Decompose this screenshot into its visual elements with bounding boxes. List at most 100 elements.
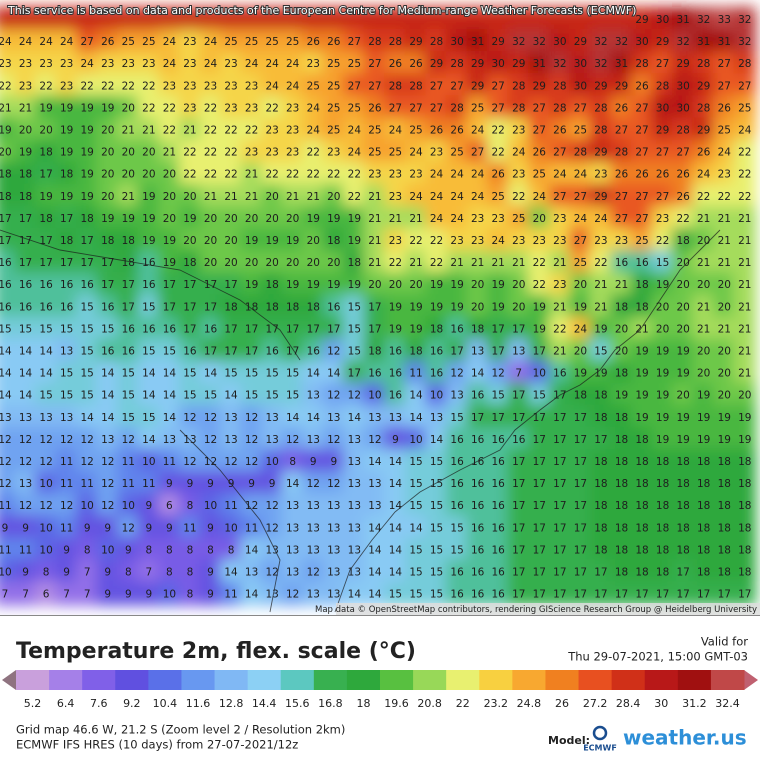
temperature-value: 31: [615, 58, 628, 70]
temperature-cell: [34, 29, 58, 54]
temperature-value: 27: [533, 125, 546, 137]
temperature-value: 9: [392, 434, 399, 446]
temperature-cell: [363, 250, 387, 275]
scale-tick-label: 6.4: [57, 697, 75, 710]
temperature-value: 15: [265, 368, 278, 380]
temperature-value: 24: [471, 169, 485, 181]
temperature-value: 10: [39, 544, 52, 556]
temperature-value: 20: [368, 279, 381, 291]
temperature-value: 18: [122, 235, 135, 247]
temperature-value: 20: [286, 257, 299, 269]
temperature-cell: [137, 29, 161, 54]
temperature-value: 16: [19, 301, 33, 313]
temperature-cell: [0, 559, 17, 584]
scale-swatch: [413, 670, 447, 690]
temperature-cell: [240, 515, 263, 540]
temperature-value: 25: [348, 102, 361, 114]
temperature-value: 14: [389, 500, 403, 512]
temperature-cell: [651, 426, 674, 451]
temperature-cell: [219, 117, 243, 142]
temperature-cell: [34, 537, 58, 562]
temperature-value: 8: [166, 567, 173, 579]
temperature-value: 32: [738, 14, 751, 26]
temperature-value: 15: [81, 323, 94, 335]
temperature-cell: [445, 139, 469, 164]
scale-swatch: [313, 670, 348, 690]
temperature-cell: [692, 95, 715, 120]
temperature-value: 28: [697, 102, 710, 114]
temperature-value: 20: [163, 213, 176, 225]
temperature-value: 7: [22, 589, 29, 601]
temperature-cell: [96, 537, 120, 562]
temperature-value: 17: [594, 589, 607, 601]
temperature-cell: [548, 559, 572, 584]
temperature-value: 16: [122, 346, 136, 358]
temperature-cell: [712, 515, 736, 540]
temperature-cell: [404, 73, 428, 98]
temperature-value: 31: [697, 36, 710, 48]
temperature-value: 23: [471, 213, 484, 225]
temperature-cell: [34, 404, 58, 429]
temperature-value: 12: [122, 522, 135, 534]
temperature-cell: [548, 448, 572, 474]
temperature-cell: [75, 581, 99, 606]
temperature-cell: [425, 161, 448, 186]
temperature-cell: [158, 360, 181, 385]
temperature-value: 28: [512, 102, 525, 114]
temperature-value: 29: [594, 147, 607, 159]
temperature-value: 17: [553, 456, 566, 468]
temperature-cell: [466, 316, 489, 341]
temperature-cell: [158, 316, 181, 341]
temperature-cell: [589, 581, 613, 606]
temperature-cell: [240, 139, 263, 164]
temperature-cell: [117, 316, 140, 341]
temperature-value: 23: [718, 169, 731, 181]
temperature-value: 12: [286, 434, 299, 446]
temperature-value: 15: [533, 390, 546, 402]
temperature-value: 26: [635, 80, 649, 92]
temperature-value: 16: [492, 478, 506, 490]
temperature-value: 13: [265, 589, 278, 601]
temperature-cell: [219, 515, 243, 540]
temperature-cell: [384, 448, 407, 474]
temperature-value: 16: [389, 390, 403, 402]
temperature-value: 22: [697, 191, 710, 203]
temperature-cell: [404, 205, 428, 230]
temperature-cell: [34, 250, 58, 275]
temperature-cell: [733, 51, 757, 76]
temperature-cell: [301, 272, 325, 297]
temperature-value: 12: [204, 412, 217, 424]
temperature-cell: [733, 117, 757, 142]
temperature-cell: [301, 471, 325, 496]
temperature-cell: [322, 448, 346, 474]
temperature-value: 20: [574, 279, 587, 291]
temperature-value: 22: [39, 80, 52, 92]
temperature-cell: [425, 95, 448, 120]
temperature-value: 19: [615, 390, 628, 402]
temperature-cell: [712, 426, 736, 451]
temperature-cell: [363, 338, 387, 363]
temperature-value: 20: [471, 301, 484, 313]
temperature-cell: [363, 95, 387, 120]
temperature-cell: [589, 448, 613, 474]
temperature-value: 21: [492, 257, 505, 269]
temperature-value: 9: [207, 567, 214, 579]
temperature-cell: [630, 404, 654, 429]
temperature-value: 13: [0, 412, 12, 424]
temperature-cell: [260, 316, 284, 341]
temperature-cell: [466, 161, 489, 186]
temperature-value: 10: [0, 567, 12, 579]
temperature-value: 19: [163, 257, 176, 269]
temperature-cell: [692, 338, 715, 363]
temperature-cell: [610, 448, 633, 474]
temperature-cell: [528, 426, 551, 451]
temperature-cell: [569, 360, 592, 385]
temperature-cell: [137, 448, 161, 474]
temperature-value: 25: [512, 213, 525, 225]
temperature-value: 18: [635, 544, 648, 556]
temperature-value: 20: [615, 346, 628, 358]
temperature-cell: [384, 493, 407, 518]
temperature-value: 20: [307, 257, 320, 269]
temperature-value: 20: [286, 213, 299, 225]
